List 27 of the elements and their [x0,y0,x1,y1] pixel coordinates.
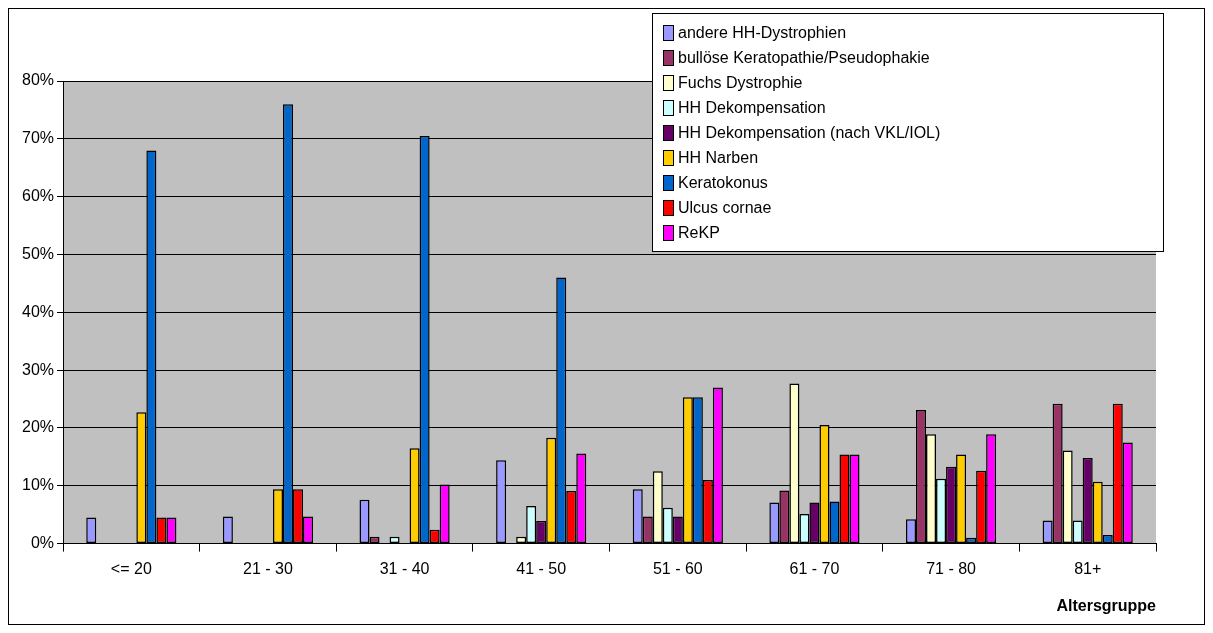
y-tick-label: 60% [21,187,55,205]
legend-label: Keratokonus [678,173,768,193]
legend-label: HH Dekompensation [678,98,826,118]
x-tick-label: 61 - 70 [789,559,840,577]
legend-label: Ulcus cornae [678,198,772,218]
y-tick-label: 30% [21,360,55,378]
legend-label: bullöse Keratopathie/Pseudophakie [678,48,930,68]
legend-label: HH Dekompensation (nach VKL/IOL) [678,123,941,143]
y-tick-label: 0% [30,534,55,552]
y-tick-label: 10% [21,476,55,494]
y-tick-label: 20% [21,418,55,436]
x-tick-label: 51 - 60 [652,559,703,577]
x-axis-title: Altersgruppe [1056,596,1157,614]
legend-label: HH Narben [678,148,759,168]
x-tick-label: 81+ [1074,559,1102,577]
legend-label: andere HH-Dystrophien [678,23,847,43]
legend-label: ReKP [678,223,720,243]
x-tick-label: 41 - 50 [516,559,567,577]
x-tick-label: 21 - 30 [243,559,293,577]
y-tick-label: 40% [21,302,55,320]
y-tick-label: 80% [21,71,55,89]
x-tick-label: 31 - 40 [379,559,430,577]
legend-label: Fuchs Dystrophie [678,73,803,93]
x-tick-label: <= 20 [110,559,152,577]
x-tick-label: 71 - 80 [926,559,977,577]
y-tick-label: 50% [21,244,55,262]
y-tick-label: 70% [21,129,55,147]
